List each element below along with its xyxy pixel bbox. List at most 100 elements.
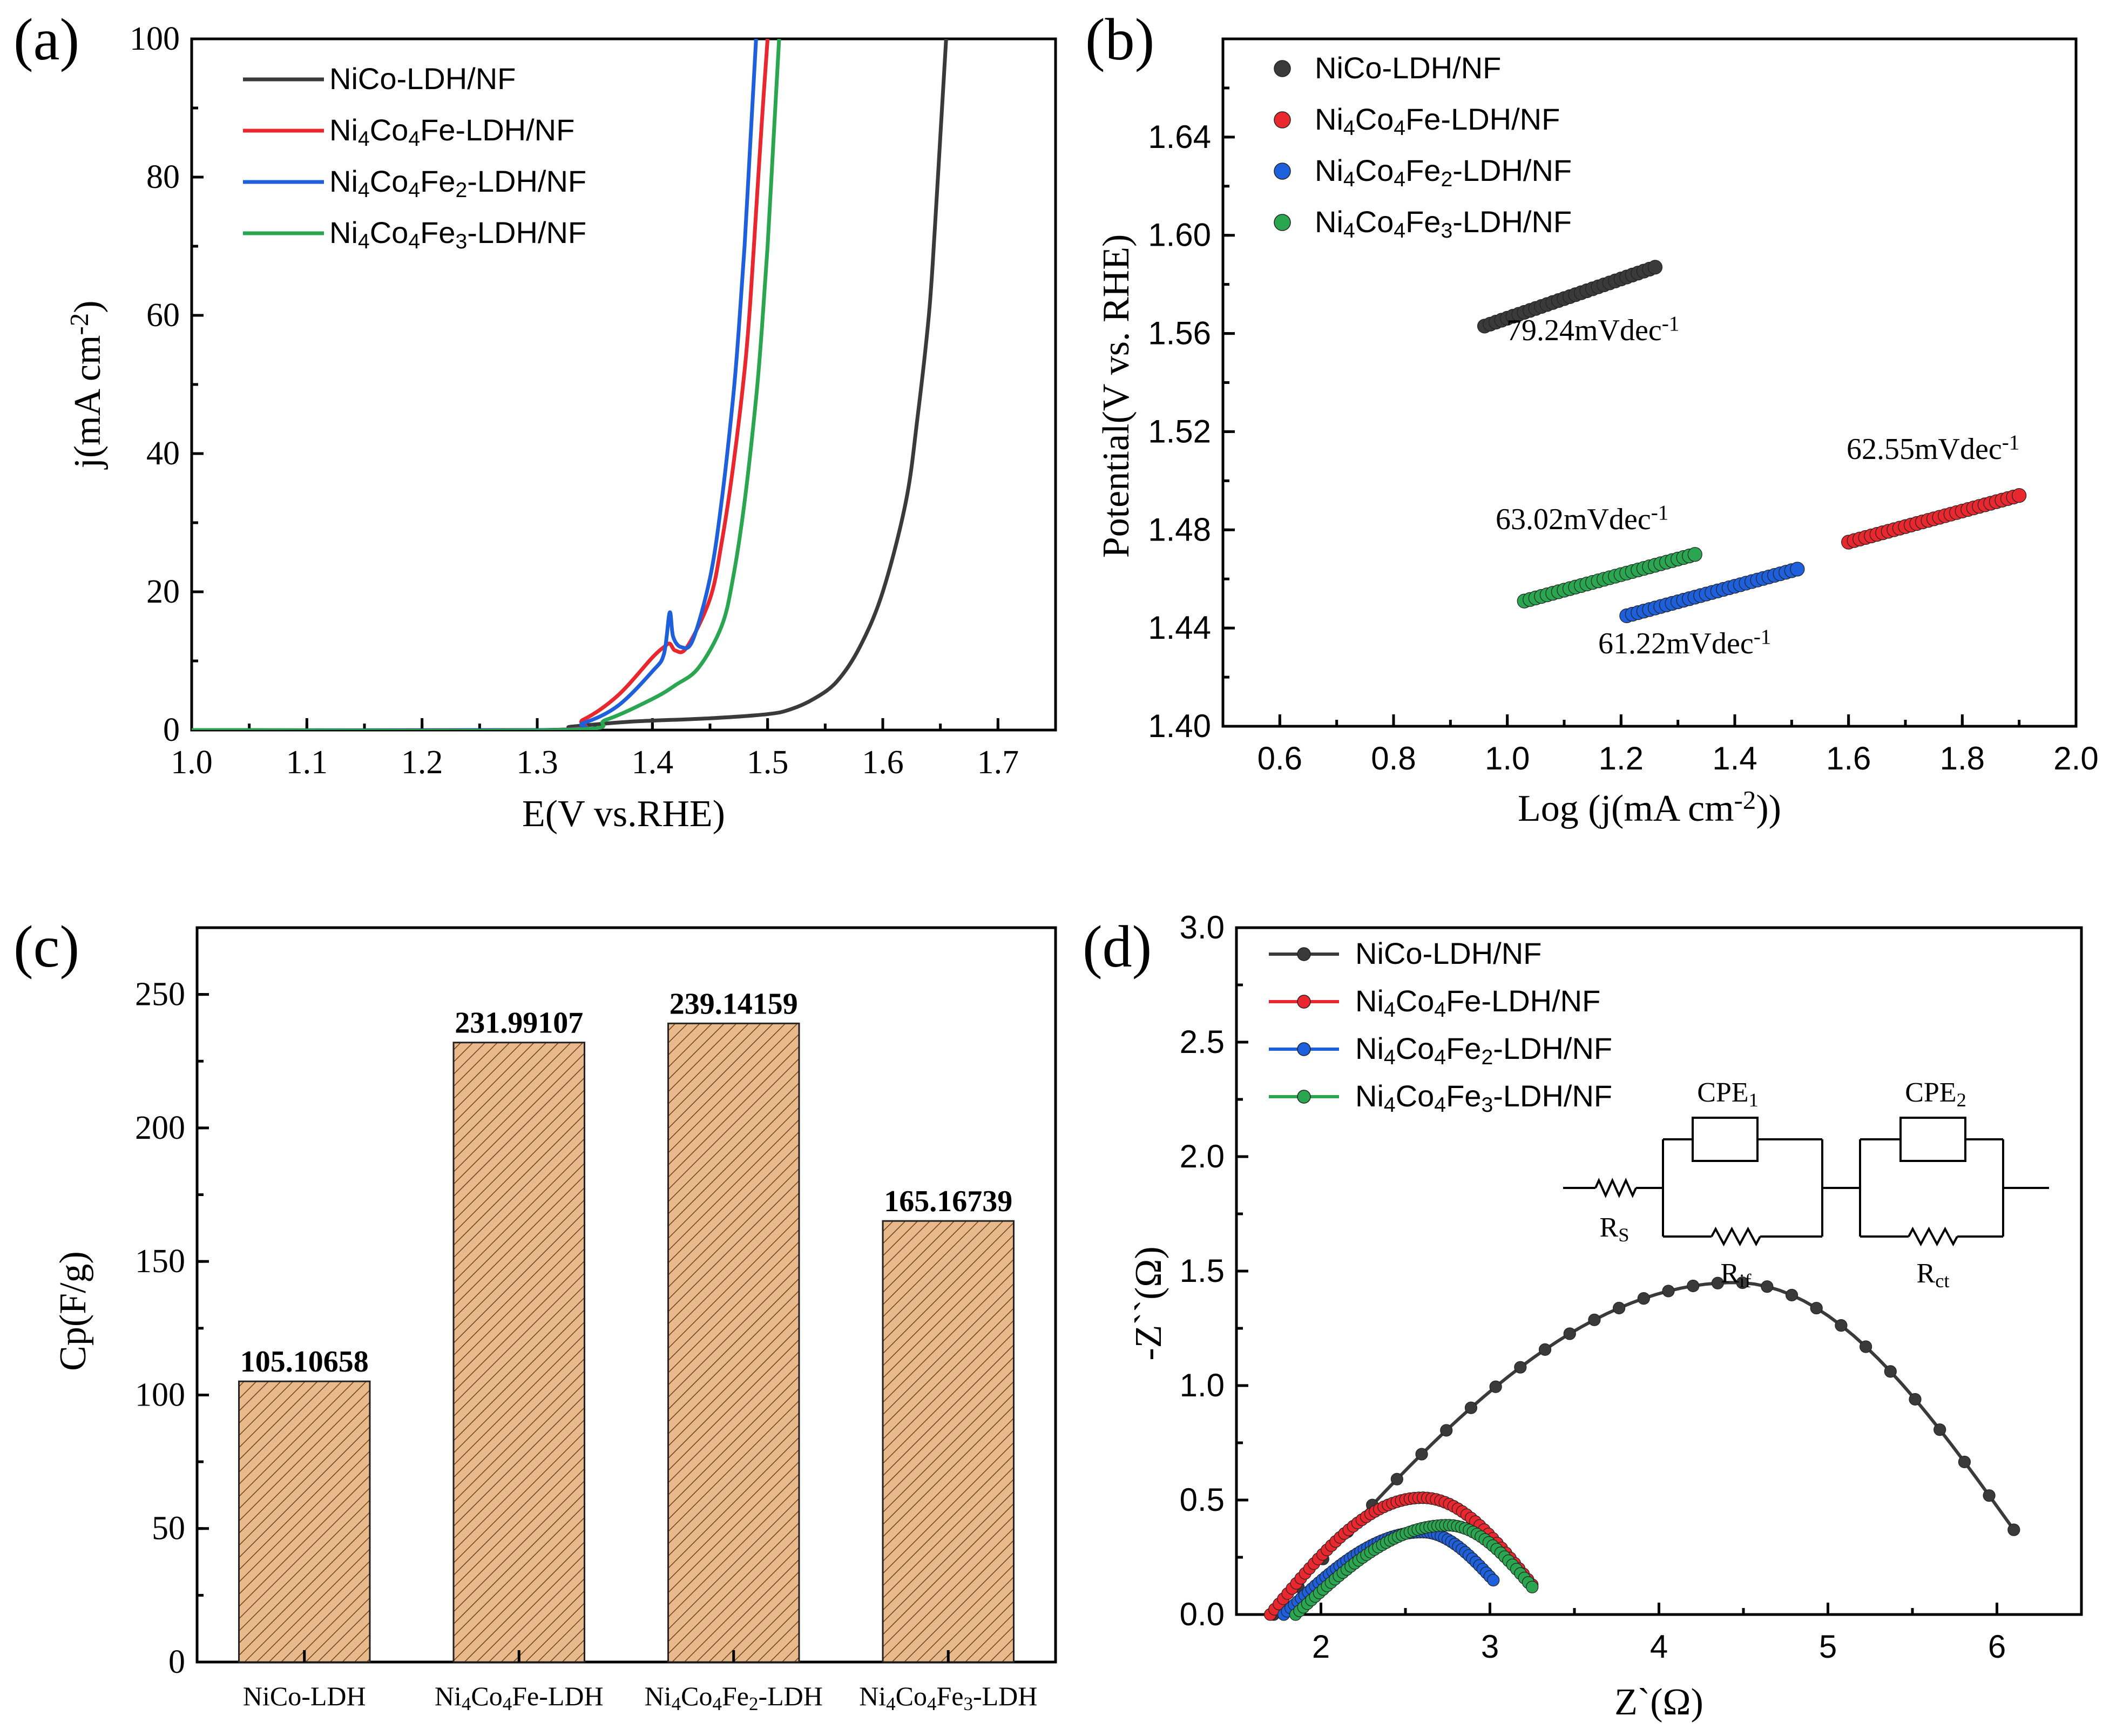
panel-d-x-axis-title: Z`(Ω) [1614,1681,1703,1723]
panel-a-x-tick-label: 1.7 [977,744,1019,781]
panel-b-slope-label-NiCo: 79.24mVdec-1 [1506,312,1679,347]
circuit-label-rct: Rct [1917,1258,1950,1292]
panel-b-x-tick-label: 1.2 [1599,740,1644,776]
panel-b-legend-label-Fe3: Ni4Co4Fe3-LDH/NF [1315,205,1572,242]
panel-a-y-axis-title: j(mA cm-2) [64,300,109,470]
panel-d-data-point-NiCo [1415,1448,1428,1461]
panel-d-x-tick-label: 3 [1481,1629,1499,1665]
panel-d-nyquist-plot: 2 3 4 5 6 0.0 0.5 1.0 1.5 2.0 2.5 3.0 (d) Z`(Ω) -Z``(Ω… [1083,909,2083,1723]
panel-d-data-point-NiCo [1711,1276,1725,1289]
panel-b-x-tick-label: 2.0 [2053,740,2098,776]
panel-c-y-tick-label: 250 [135,976,185,1013]
circuit-resistor-rct [1908,1226,1958,1247]
panel-b-y-axis-title: Potential(V vs. RHE) [1096,234,1137,558]
panel-c-bar [452,1042,585,1663]
panel-a-y-tick-label: 60 [146,297,180,334]
panel-d-data-point-NiCo [1464,1401,1478,1414]
panel-c-bar [238,1380,371,1663]
panel-c-category-label: NiCo-LDH [243,1681,366,1711]
panel-b-data-point-NiCo [1647,260,1663,275]
circuit-cpe2-box [1899,1117,1966,1162]
panel-b-x-tick-label: 1.0 [1485,740,1530,776]
panel-d-data-point-NiCo [1983,1489,1996,1502]
panel-d-data-point-NiCo [1810,1301,1823,1315]
panel-a-y-tick-label: 20 [146,573,180,610]
panel-d-fit-line-NiCo [1272,1281,2016,1616]
panel-d-data-point-NiCo [1563,1327,1576,1340]
panel-b-slope-label-Fe2: 61.22mVdec-1 [1598,625,1771,660]
panel-b-x-tick-label: 1.8 [1940,740,1985,776]
panel-d-y-axis-title: -Z``(Ω) [1128,1246,1169,1360]
panel-b-data-point-Fe2 [1790,562,1805,577]
panel-b-x-tick-label: 0.8 [1371,740,1416,776]
panel-a-x-tick-label: 1.3 [516,744,558,781]
circuit-resistor-rs [1594,1178,1637,1198]
panel-b-legend-marker-NiCo [1274,60,1291,77]
panel-c-category-label: Ni4Co4Fe3-LDH [859,1681,1037,1714]
circuit-resistor-rif [1710,1226,1761,1247]
panel-d-data-point-NiCo [1933,1423,1946,1436]
panel-a-label: (a) [13,6,79,72]
panel-a-iv-curves: 1.0 1.1 1.2 1.3 1.4 1.5 1.6 1.7 0 20 40 60 80 100 (a) E… [13,6,1057,835]
panel-a-x-tick-label: 1.1 [286,744,328,781]
panel-d-y-tick-label: 0.5 [1180,1482,1225,1518]
panel-a-x-tick-label: 1.6 [862,744,904,781]
panel-b-slope-label-Fe3: 63.02mVdec-1 [1496,501,1668,536]
panel-d-legend-label-NiCo: NiCo-LDH/NF [1355,936,1541,970]
panel-b-data-point-Fe1 [2012,488,2027,503]
panel-c-category-label: Ni4Co4Fe-LDH [435,1681,604,1714]
panel-d-y-tick-label: 1.5 [1180,1253,1225,1289]
panel-d-legend-marker-Fe1 [1297,995,1311,1009]
panel-c-y-tick-label: 150 [135,1243,185,1280]
panel-d-legend-marker-NiCo [1297,947,1311,961]
panel-a-x-tick-label: 1.0 [171,744,213,781]
panel-d-data-point-NiCo [1860,1340,1872,1353]
panel-d-data-point-Fe2 [1487,1573,1500,1586]
panel-d-y-tick-label: 2.0 [1180,1138,1225,1174]
panel-d-legend-marker-Fe2 [1297,1042,1311,1056]
panel-a-series-line-Fe3 [192,39,781,730]
panel-a-x-axis-title: E(V vs.RHE) [522,793,725,835]
panel-c-bar-value-label: 239.14159 [670,987,798,1021]
panel-d-equivalent-circuit: RS CPE1 Rif CPE2 Rct [1563,1077,2049,1292]
circuit-label-rs: RS [1600,1212,1630,1246]
panel-d-data-point-NiCo [1489,1380,1502,1393]
panel-d-legend-label-Fe2: Ni4Co4Fe2-LDH/NF [1355,1031,1612,1069]
panel-b-plot-frame [1221,37,2078,728]
panel-c-bar-value-label: 165.16739 [884,1185,1012,1218]
panel-d-data-point-NiCo [1613,1301,1626,1315]
panel-d-data-point-NiCo [1514,1361,1527,1374]
panel-c-bar-value-label: 231.99107 [455,1007,583,1040]
panel-b-y-tick-label: 1.40 [1148,708,1211,744]
panel-c-y-axis-title: Cp(F/g) [52,1251,94,1371]
circuit-cpe1-box [1692,1117,1759,1162]
panel-c-y-tick-label: 50 [152,1510,185,1547]
panel-a-y-tick-label: 80 [146,159,180,195]
panel-d-data-point-NiCo [1390,1472,1403,1485]
panel-a-legend-label-NiCo: NiCo-LDH/NF [329,62,516,96]
panel-d-x-tick-label: 5 [1819,1629,1837,1665]
panel-c-y-tick-label: 100 [135,1376,185,1413]
circuit-label-cpe1: CPE1 [1697,1077,1759,1111]
panel-d-data-point-NiCo [1884,1365,1897,1378]
panel-d-data-point-NiCo [1785,1288,1799,1302]
circuit-label-cpe2: CPE2 [1905,1077,1966,1111]
panel-b-y-tick-label: 1.56 [1148,315,1211,352]
panel-b-y-tick-label: 1.64 [1148,119,1211,155]
panel-d-data-point-NiCo [1958,1455,1971,1469]
panel-c-bar [667,1022,800,1663]
circuit-label-rif: Rif [1721,1258,1752,1292]
panel-b-label: (b) [1085,6,1154,72]
panel-d-data-point-NiCo [1662,1285,1675,1298]
panel-b-legend-label-Fe2: Ni4Co4Fe2-LDH/NF [1315,153,1572,191]
panel-a-legend-label-Fe3: Ni4Co4Fe3-LDH/NF [329,215,586,253]
panel-d-data-point-NiCo [2007,1523,2020,1536]
panel-d-x-tick-label: 4 [1650,1629,1668,1665]
panel-b-legend-marker-Fe3 [1274,214,1291,231]
panel-d-data-point-Fe3 [1526,1580,1539,1593]
panel-b-legend-label-NiCo: NiCo-LDH/NF [1315,51,1501,85]
panel-d-data-point-NiCo [1761,1280,1774,1293]
panel-d-data-point-NiCo [1736,1276,1749,1289]
panel-a-plot-frame [190,37,1057,732]
panel-b-y-tick-label: 1.48 [1148,511,1211,548]
